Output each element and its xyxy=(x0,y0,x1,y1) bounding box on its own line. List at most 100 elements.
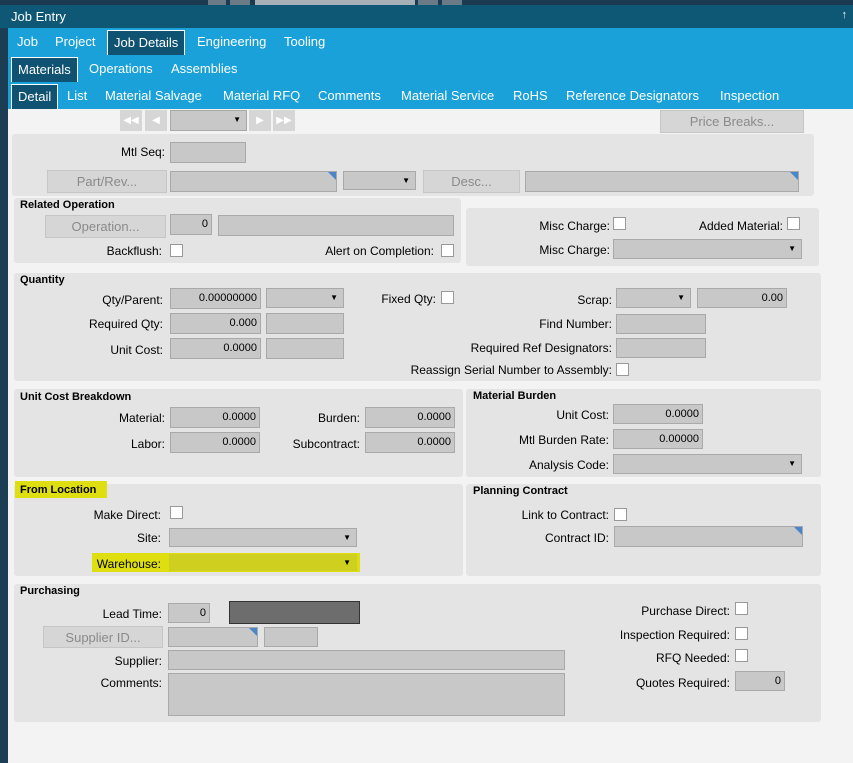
alert-on-completion-checkbox[interactable] xyxy=(441,244,454,257)
prev-record-icon[interactable]: ◀ xyxy=(145,110,167,131)
tabs-level2: Materials Operations Assemblies xyxy=(8,55,853,82)
fixed-qty-checkbox[interactable] xyxy=(441,291,454,304)
supplier-id-input[interactable] xyxy=(168,627,258,647)
find-number-input[interactable] xyxy=(616,314,706,334)
tab-list[interactable]: List xyxy=(67,88,88,103)
purchasing-title: Purchasing xyxy=(20,585,80,597)
material-cost-label: Material: xyxy=(118,411,165,425)
first-record-icon[interactable]: ◀◀ xyxy=(120,110,142,131)
part-rev-button[interactable]: Part/Rev... xyxy=(47,170,167,193)
mtl-seq-label: Mtl Seq: xyxy=(120,145,165,159)
supplier-input[interactable] xyxy=(168,650,565,670)
comments-textarea[interactable] xyxy=(168,673,565,716)
unit-cost-uom-input[interactable] xyxy=(266,338,344,359)
supplier-name-short-input[interactable] xyxy=(264,627,318,647)
required-ref-designators-label: Required Ref Designators: xyxy=(470,341,612,355)
tab-inspection[interactable]: Inspection xyxy=(720,88,780,103)
scrap-label: Scrap: xyxy=(577,293,612,307)
window-title: Job Entry xyxy=(11,9,66,24)
chevron-down-icon: ▼ xyxy=(343,558,351,567)
alert-on-completion-label: Alert on Completion: xyxy=(325,244,434,258)
record-select[interactable]: ▼ xyxy=(170,110,247,131)
make-direct-checkbox[interactable] xyxy=(170,506,183,519)
tab-tooling[interactable]: Tooling xyxy=(284,34,326,49)
supplier-id-button[interactable]: Supplier ID... xyxy=(43,626,163,648)
analysis-code-select[interactable]: ▼ xyxy=(613,454,802,474)
tabs-level1: Job Project Job Details Engineering Tool… xyxy=(8,28,853,55)
qty-parent-label: Qty/Parent: xyxy=(102,293,163,307)
backflush-label: Backflush: xyxy=(106,244,162,258)
desc-input[interactable] xyxy=(525,171,799,192)
mtl-burden-rate-input[interactable]: 0.00000 xyxy=(613,429,703,449)
labor-cost-input[interactable]: 0.0000 xyxy=(170,432,260,453)
find-number-label: Find Number: xyxy=(539,317,612,331)
unit-cost-input[interactable]: 0.0000 xyxy=(170,338,261,359)
pin-icon[interactable]: ↑ xyxy=(841,9,848,21)
desc-button[interactable]: Desc... xyxy=(423,170,520,193)
tab-comments[interactable]: Comments xyxy=(318,88,381,103)
purchase-direct-checkbox[interactable] xyxy=(735,602,748,615)
labor-cost-label: Labor: xyxy=(130,437,165,451)
qty-parent-input[interactable]: 0.00000000 xyxy=(170,288,261,309)
tab-material-salvage[interactable]: Material Salvage xyxy=(105,88,202,103)
burden-unit-cost-input[interactable]: 0.0000 xyxy=(613,404,703,424)
burden-cost-input[interactable]: 0.0000 xyxy=(365,407,455,428)
operation-button[interactable]: Operation... xyxy=(45,215,166,238)
subcontract-cost-input[interactable]: 0.0000 xyxy=(365,432,455,453)
purchase-direct-label: Purchase Direct: xyxy=(641,604,730,618)
tabs-level3: Detail List Material Salvage Material RF… xyxy=(8,82,853,109)
added-material-checkbox[interactable] xyxy=(787,217,800,230)
site-select[interactable]: ▼ xyxy=(169,528,357,547)
tab-operations[interactable]: Operations xyxy=(89,61,153,76)
scrap-type-select[interactable]: ▼ xyxy=(616,288,691,308)
last-record-icon[interactable]: ▶▶ xyxy=(273,110,295,131)
tab-engineering[interactable]: Engineering xyxy=(197,34,267,49)
quotes-required-input[interactable]: 0 xyxy=(735,671,785,691)
next-record-icon[interactable]: ▶ xyxy=(249,110,271,131)
tab-reference-designators[interactable]: Reference Designators xyxy=(566,88,699,103)
tab-job-details[interactable]: Job Details xyxy=(107,30,186,55)
misc-charge-select[interactable]: ▼ xyxy=(613,239,802,259)
chevron-down-icon: ▼ xyxy=(402,176,410,185)
related-operation-title: Related Operation xyxy=(20,199,115,211)
tab-assemblies[interactable]: Assemblies xyxy=(171,61,238,76)
operation-seq-input[interactable]: 0 xyxy=(170,214,212,235)
revision-select[interactable]: ▼ xyxy=(343,171,416,190)
tab-project[interactable]: Project xyxy=(55,34,96,49)
tab-material-service[interactable]: Material Service xyxy=(401,88,495,103)
inspection-required-checkbox[interactable] xyxy=(735,627,748,640)
price-breaks-button[interactable]: Price Breaks... xyxy=(660,110,804,133)
unit-cost-breakdown-title: Unit Cost Breakdown xyxy=(20,391,132,403)
contract-id-input[interactable] xyxy=(614,526,803,547)
tab-rohs[interactable]: RoHS xyxy=(513,88,548,103)
tab-detail[interactable]: Detail xyxy=(11,84,59,109)
backflush-checkbox[interactable] xyxy=(170,244,183,257)
lead-time-unit-field[interactable] xyxy=(229,601,360,624)
tab-material-rfq[interactable]: Material RFQ xyxy=(223,88,301,103)
chevron-down-icon: ▼ xyxy=(330,293,338,302)
quantity-title: Quantity xyxy=(20,274,65,286)
contract-id-label: Contract ID: xyxy=(544,531,609,545)
reassign-serial-label: Reassign Serial Number to Assembly: xyxy=(410,363,612,377)
link-to-contract-checkbox[interactable] xyxy=(614,508,627,521)
mtl-burden-rate-label: Mtl Burden Rate: xyxy=(518,433,609,447)
required-ref-designators-input[interactable] xyxy=(616,338,706,358)
material-cost-input[interactable]: 0.0000 xyxy=(170,407,260,428)
lead-time-input[interactable]: 0 xyxy=(168,603,210,623)
reassign-serial-checkbox[interactable] xyxy=(616,363,629,376)
mtl-seq-input[interactable] xyxy=(170,142,246,163)
uom-select[interactable]: ▼ xyxy=(266,288,344,308)
comments-label: Comments: xyxy=(100,676,162,690)
warehouse-select[interactable]: ▼ xyxy=(169,554,357,571)
misc-charge-checkbox[interactable] xyxy=(613,217,626,230)
part-input[interactable] xyxy=(170,171,337,192)
required-qty-input[interactable]: 0.000 xyxy=(170,313,261,334)
required-qty-label: Required Qty: xyxy=(88,317,163,331)
top-strip xyxy=(0,0,853,5)
scrap-input[interactable]: 0.00 xyxy=(697,288,787,308)
operation-desc-input[interactable] xyxy=(218,215,454,236)
tab-job[interactable]: Job xyxy=(17,34,38,49)
rfq-needed-checkbox[interactable] xyxy=(735,649,748,662)
tab-materials[interactable]: Materials xyxy=(11,57,78,82)
required-qty-uom-input[interactable] xyxy=(266,313,344,334)
